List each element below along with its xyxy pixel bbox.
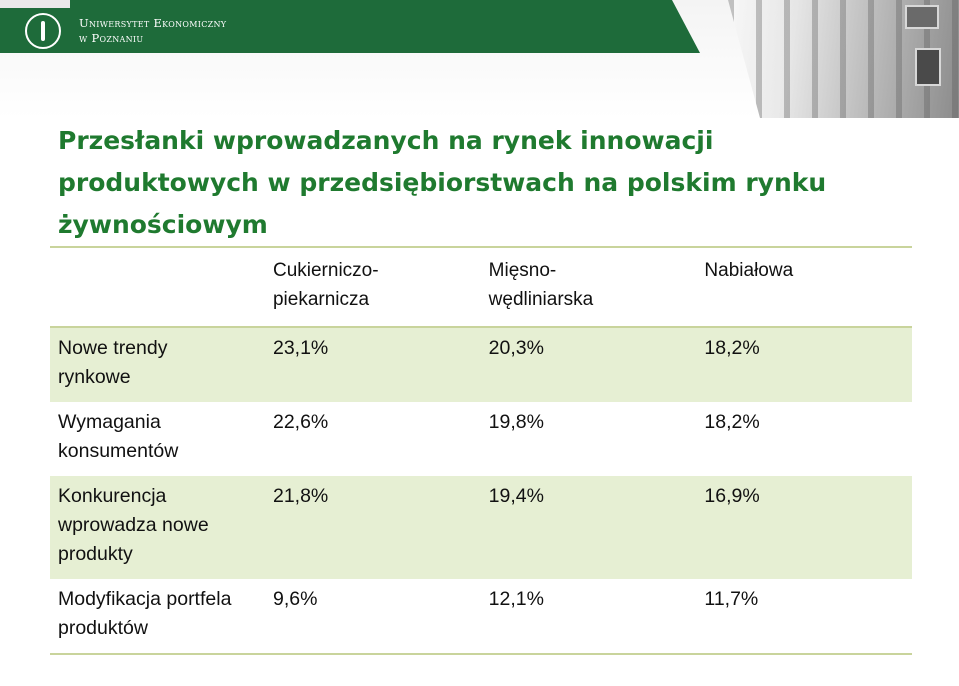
- table-cell: 19,4%: [480, 476, 697, 579]
- slide-title: Przesłanki wprowadzanych na rynek innowa…: [58, 126, 827, 239]
- building-window: [905, 5, 939, 29]
- row-label-text: Modyfikacja portfela produktów: [58, 588, 232, 639]
- table-cell: 21,8%: [264, 476, 481, 579]
- table-header-row: Cukierniczo-piekarnicza Mięsno-wędliniar…: [50, 246, 912, 328]
- row-label-text: Wymagania konsumentów: [58, 411, 179, 462]
- column-header-label: Mięsno-wędliniarska: [488, 260, 594, 310]
- column-header-label: Cukierniczo-piekarnicza: [272, 260, 379, 310]
- university-name-line2: w Poznaniu: [79, 31, 144, 45]
- university-header-bar: Uniwersytet Ekonomiczny w Poznaniu: [0, 0, 700, 53]
- building-window: [915, 48, 941, 86]
- table-row: Nowe trendy rynkowe 23,1% 20,3% 18,2%: [50, 327, 912, 402]
- building-photo: [728, 0, 959, 118]
- table-cell: 18,2%: [696, 402, 912, 476]
- university-emblem-icon: [25, 13, 61, 49]
- row-label-text: Konkurencja wprowadza nowe produkty: [58, 485, 209, 565]
- column-header-cukierniczo-piekarnicza: Cukierniczo-piekarnicza: [264, 246, 481, 328]
- table-cell: 23,1%: [264, 327, 481, 402]
- column-header-empty: [50, 246, 265, 328]
- row-label: Modyfikacja portfela produktów: [50, 579, 265, 655]
- header-banner: Uniwersytet Ekonomiczny w Poznaniu: [0, 0, 959, 118]
- university-name: Uniwersytet Ekonomiczny w Poznaniu: [79, 16, 226, 46]
- table-cell: 22,6%: [264, 402, 481, 476]
- innovation-reasons-table: Cukierniczo-piekarnicza Mięsno-wędliniar…: [50, 246, 912, 655]
- column-header-nabialowa: Nabiałowa: [696, 246, 912, 328]
- row-label: Wymagania konsumentów: [50, 402, 265, 476]
- table-cell: 16,9%: [696, 476, 912, 579]
- table-cell: 20,3%: [480, 327, 697, 402]
- table-cell: 9,6%: [264, 579, 481, 655]
- table-row: Modyfikacja portfela produktów 9,6% 12,1…: [50, 579, 912, 655]
- table-cell: 11,7%: [696, 579, 912, 655]
- table-row: Wymagania konsumentów 22,6% 19,8% 18,2%: [50, 402, 912, 476]
- row-label: Konkurencja wprowadza nowe produkty: [50, 476, 265, 579]
- column-header-miesno-wedliniarska: Mięsno-wędliniarska: [480, 246, 697, 328]
- table-cell: 18,2%: [696, 327, 912, 402]
- table-row: Konkurencja wprowadza nowe produkty 21,8…: [50, 476, 912, 579]
- row-label: Nowe trendy rynkowe: [50, 327, 265, 402]
- table-cell: 12,1%: [480, 579, 697, 655]
- table-cell: 19,8%: [480, 402, 697, 476]
- row-label-text: Nowe trendy rynkowe: [58, 337, 168, 388]
- header-tab: [0, 0, 70, 8]
- university-name-line1: Uniwersytet Ekonomiczny: [79, 16, 227, 30]
